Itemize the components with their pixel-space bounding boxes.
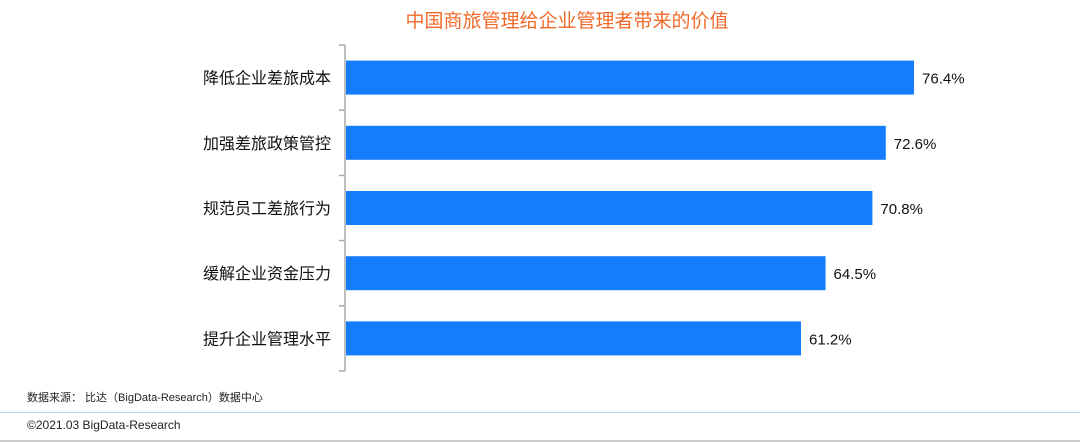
copyright: ©2021.03 BigData-Research [27,418,181,432]
category-label: 缓解企业资金压力 [203,264,331,283]
data-label: 64.5% [834,266,877,283]
category-label: 规范员工差旅行为 [203,199,331,218]
bottom-border [0,440,1080,442]
bar [346,60,915,95]
data-label: 70.8% [880,201,923,218]
footer-divider [0,412,1080,413]
chart-title: 中国商旅管理给企业管理者带来的价值 [405,11,729,32]
bar [346,125,886,160]
data-source: 数据来源： 比达（BigData-Research）数据中心 [27,392,263,404]
bar [346,321,802,356]
category-label: 提升企业管理水平 [203,329,331,348]
category-label: 降低企业差旅成本 [203,69,331,88]
bar [346,256,826,291]
category-label: 加强差旅政策管控 [203,134,331,153]
data-label: 61.2% [809,331,852,348]
data-label: 76.4% [922,71,965,88]
bar [346,191,873,225]
data-label: 72.6% [894,136,937,153]
